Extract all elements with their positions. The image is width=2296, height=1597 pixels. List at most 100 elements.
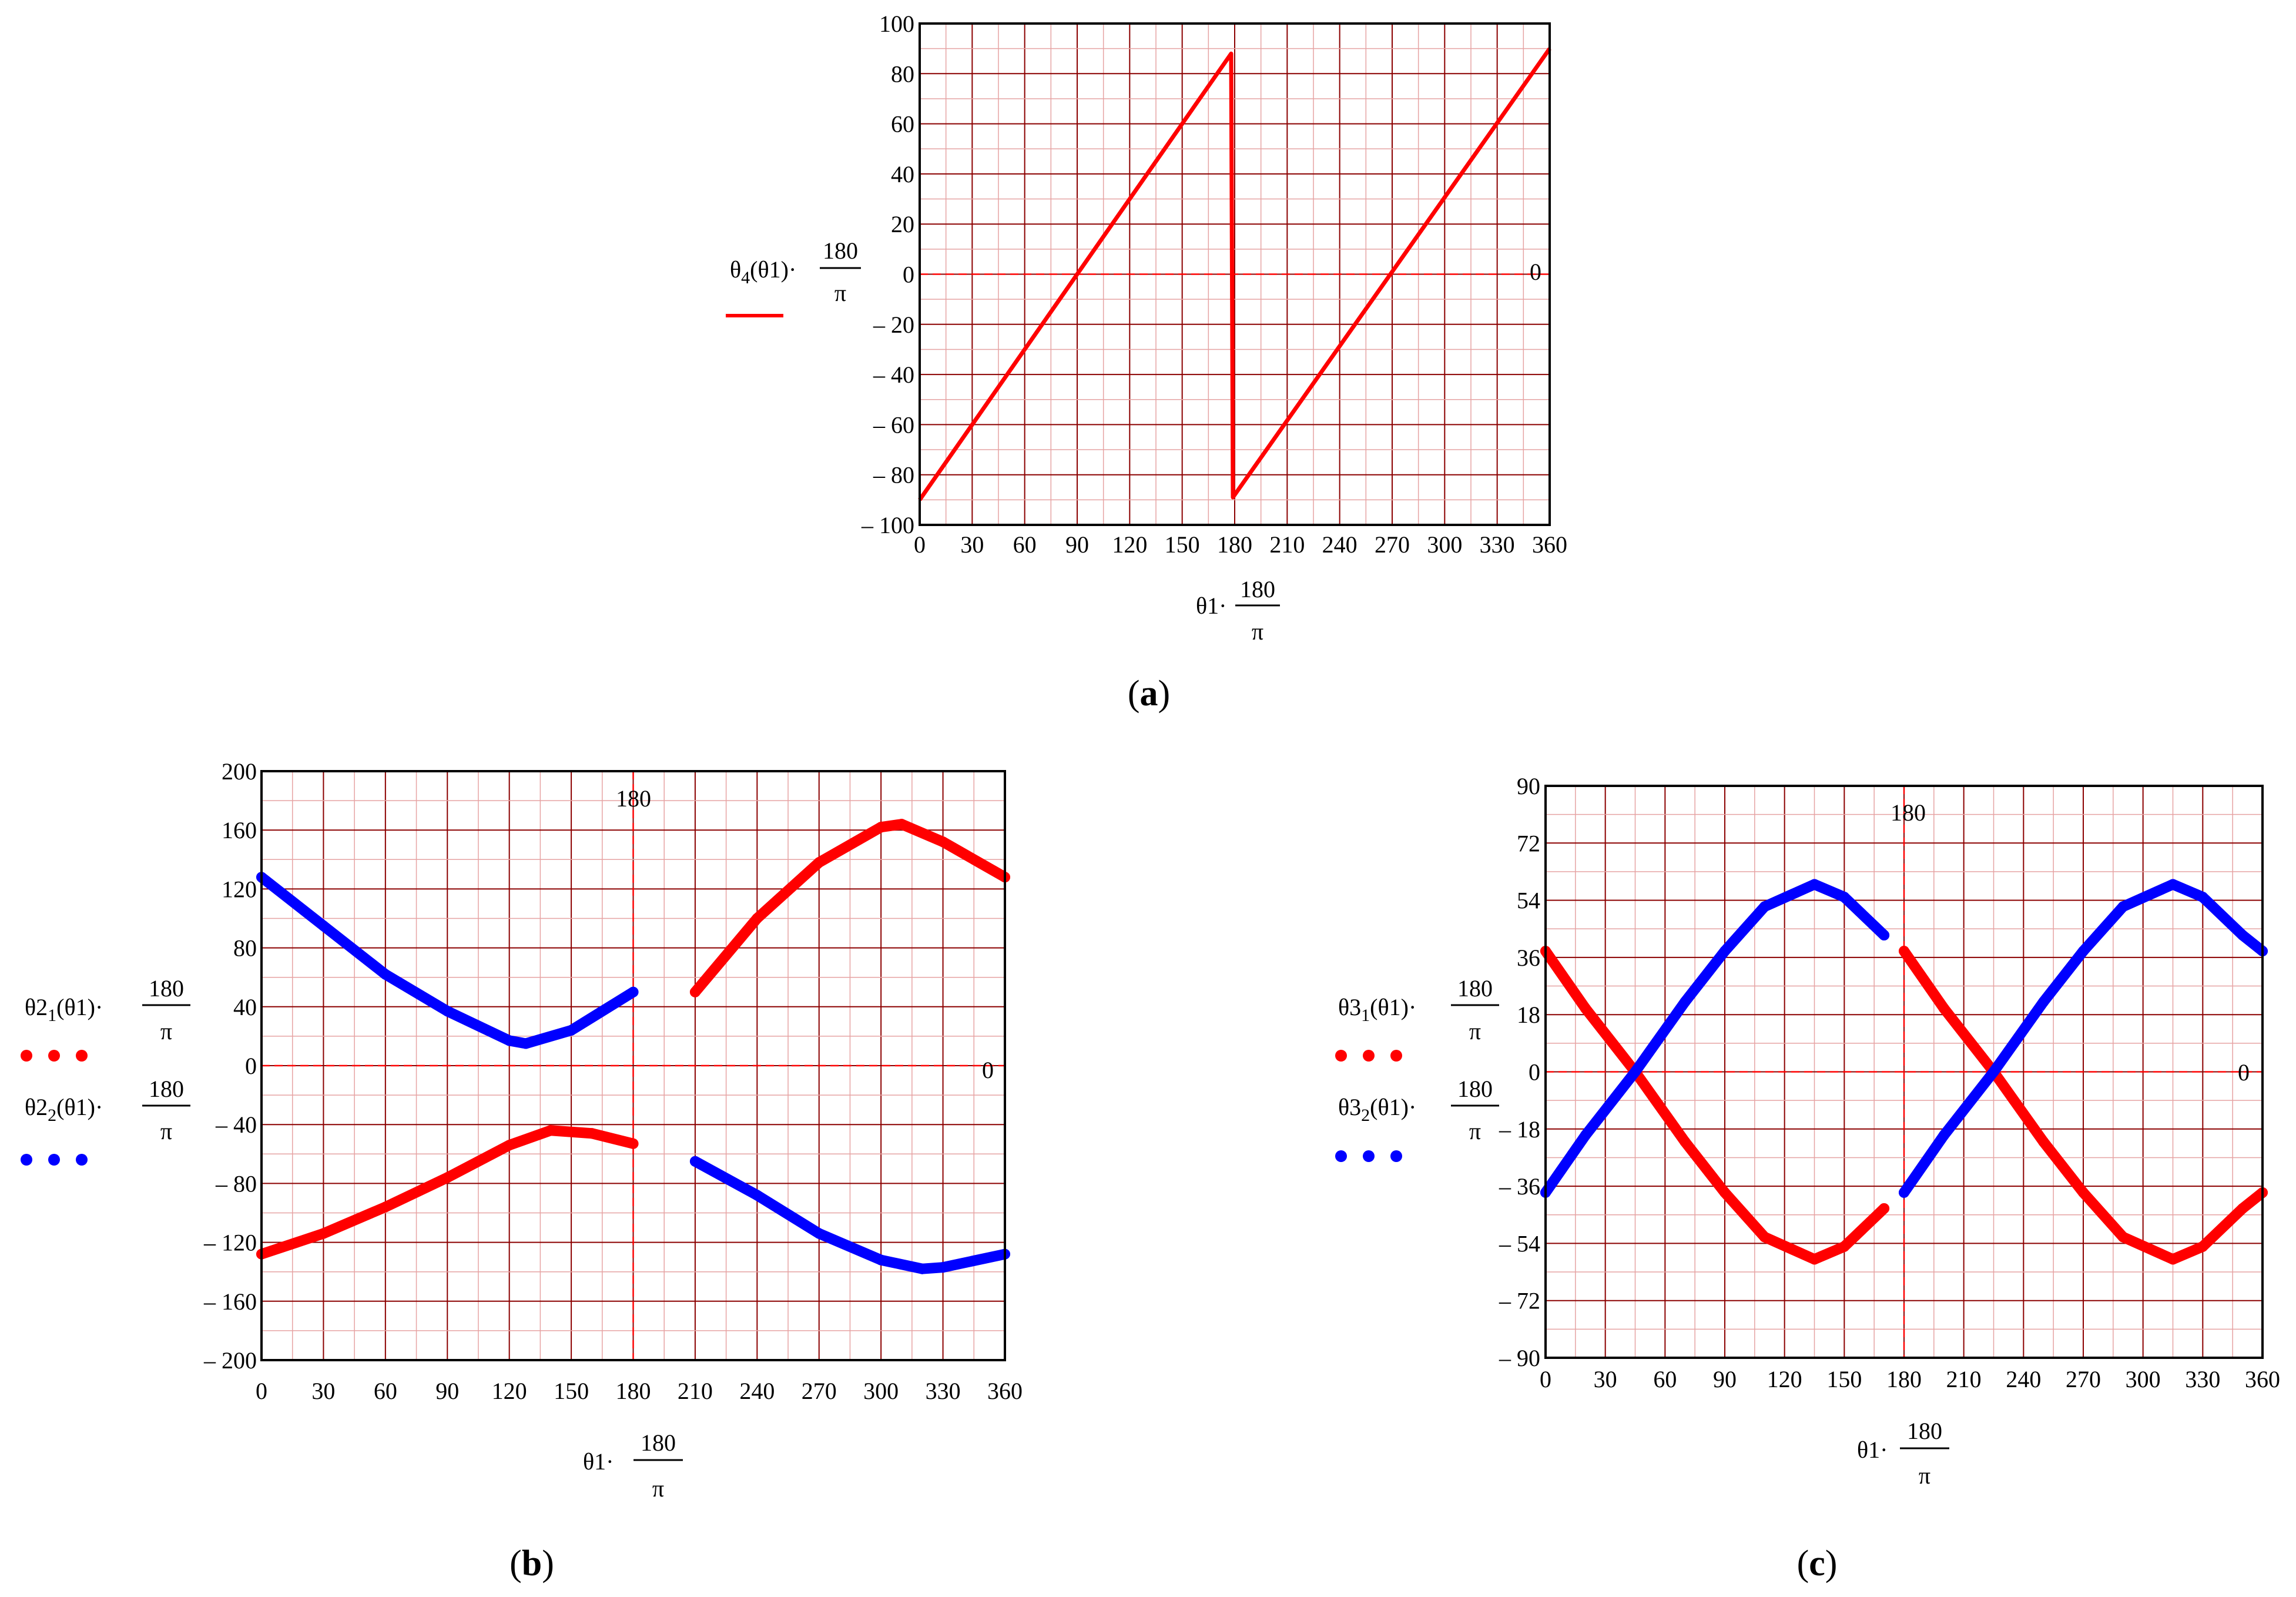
panel-c-ylabel2-arg: (θ1)· bbox=[1370, 1094, 1416, 1120]
panel-b-series-1-segment bbox=[318, 1201, 391, 1239]
panel-b-caption: (b) bbox=[510, 1544, 554, 1583]
svg-text:θ4(θ1)·: θ4(θ1)· bbox=[730, 256, 796, 287]
panel-c-series-1-segment bbox=[1630, 1066, 1691, 1147]
panel-b-x-tick-label: 30 bbox=[311, 1378, 335, 1404]
panel-c-series-2-segment bbox=[1720, 901, 1770, 957]
panel-a-series bbox=[918, 47, 1551, 501]
panel-c-series-2-segment bbox=[1630, 996, 1691, 1077]
panel-c-series-1-segment bbox=[2078, 1187, 2129, 1243]
panel-c-y-tick-label: 0 bbox=[1529, 1059, 1540, 1086]
panel-b-ylabel2-num: 180 bbox=[149, 1076, 184, 1102]
panel-c-legend-swatch-1 bbox=[1335, 1050, 1402, 1062]
panel-c-x-tick-label: 150 bbox=[1826, 1366, 1862, 1392]
panel-b-series-1-segment bbox=[256, 1228, 329, 1260]
panel-b-series-1-point bbox=[937, 836, 948, 848]
panel-c-series-1-point bbox=[2197, 1241, 2208, 1252]
panel-c-series-2-segment bbox=[2078, 901, 2129, 957]
panel-b-series-2-segment bbox=[566, 986, 639, 1036]
panel-c-x-tick-label: 300 bbox=[2126, 1366, 2161, 1392]
panel-a-y-tick-label: 0 bbox=[903, 262, 914, 288]
panel-c-series-2-point bbox=[1809, 879, 1820, 890]
panel-c-series-1-segment bbox=[2167, 1241, 2208, 1265]
panel-c-ylabel1-arg: (θ1)· bbox=[1370, 994, 1416, 1020]
panel-b-series-1-segment bbox=[813, 822, 887, 868]
panel-a-series-1-line bbox=[918, 47, 1551, 501]
panel-c-legend-swatch-2 bbox=[1335, 1150, 1402, 1162]
panel-b-series-1-segment bbox=[504, 1125, 556, 1151]
panel-a-x-tick-label: 30 bbox=[960, 531, 984, 558]
panel-b-series-2-point bbox=[520, 1038, 531, 1049]
panel-b-series-1-segment bbox=[896, 819, 948, 848]
panel-b-series-1-segment bbox=[442, 1140, 515, 1183]
panel-c-series-1-segment bbox=[1899, 946, 1949, 1014]
panel-b-series-2-point bbox=[917, 1263, 928, 1274]
panel-c-series-1-point bbox=[1759, 1231, 1770, 1243]
panel-c-series-1-segment bbox=[1580, 1003, 1641, 1077]
panel-b-series-1-point bbox=[380, 1201, 391, 1213]
panel-b-x-axis-label: θ1· 180 π bbox=[583, 1429, 683, 1502]
panel-b-series-2-point bbox=[937, 1262, 948, 1273]
panel-b: 0 30 60 90 120 150 180 210 240 270 300 330 360 20016… bbox=[21, 758, 1023, 1583]
panel-b-x-tick-label: 240 bbox=[739, 1378, 775, 1404]
panel-b-series-2-point bbox=[318, 920, 329, 932]
panel-c-y-tick-label: – 90 bbox=[1499, 1345, 1540, 1371]
panel-a-y-tick-label: 100 bbox=[879, 11, 914, 37]
panel-b-series-1-point bbox=[752, 913, 763, 924]
panel-b-y-tick-label: – 120 bbox=[203, 1230, 257, 1256]
panel-c-series bbox=[1540, 879, 2268, 1265]
panel-b-series-2-segment bbox=[752, 1190, 824, 1239]
panel-b-ylabel1-sub: 1 bbox=[48, 1006, 56, 1025]
panel-b-x-tick-label: 90 bbox=[435, 1378, 459, 1404]
panel-b-series-1-point bbox=[689, 986, 700, 997]
panel-a-y-tick-label: – 40 bbox=[873, 361, 914, 388]
panel-b-series-1-segment bbox=[937, 836, 1010, 883]
panel-c-series-1-segment bbox=[1988, 1066, 2049, 1147]
panel-a-x-ticks: 0 30 60 90 120 150 180 210 240 270 300 330 360 bbox=[914, 531, 1567, 558]
panel-b-series-2-point bbox=[442, 1006, 453, 1017]
panel-b-series-2-point bbox=[752, 1190, 763, 1201]
panel-b-y-tick-label: 200 bbox=[222, 758, 257, 785]
panel-b-x-ticks: 0 30 60 90 120 150 180 210 240 270 300 330 360 bbox=[256, 1378, 1023, 1404]
panel-b-series-1-segment bbox=[380, 1172, 453, 1213]
panel-c-x-tick-label: 360 bbox=[2245, 1366, 2280, 1392]
panel-b-y-tick-label: – 80 bbox=[215, 1170, 257, 1197]
panel-b-ylabel2-den: π bbox=[160, 1118, 172, 1144]
panel-c-series-2-point bbox=[1630, 1066, 1641, 1077]
panel-c-series-2-point bbox=[1720, 946, 1730, 957]
panel-c-series-2-segment bbox=[1938, 1066, 1999, 1141]
panel-a-xlabel-num: 180 bbox=[1240, 576, 1275, 602]
panel-a-x-tick-label: 90 bbox=[1065, 531, 1089, 558]
panel-c-series-1-segment bbox=[1680, 1136, 1730, 1198]
panel-a-y-tick-label: – 60 bbox=[873, 411, 914, 438]
panel-c-series-1-segment bbox=[2038, 1136, 2089, 1198]
panel-c-series-1-segment bbox=[2197, 1203, 2248, 1252]
panel-b-y-tick-label: 0 bbox=[245, 1053, 257, 1079]
panel-c-x-ticks: 0 30 60 90 120 150 180 210 240 270 300 330 360 bbox=[1540, 1366, 2280, 1392]
panel-a-x-tick-label: 150 bbox=[1165, 531, 1200, 558]
panel-c-ylabel2-den: π bbox=[1469, 1118, 1481, 1144]
svg-text:θ31(θ1)·: θ31(θ1)· bbox=[1338, 994, 1416, 1025]
panel-b-y-tick-label: 160 bbox=[222, 817, 257, 843]
panel-b-x-tick-label: 210 bbox=[678, 1378, 713, 1404]
panel-c-y-tick-label: – 72 bbox=[1499, 1288, 1540, 1314]
panel-b-y-ticks: 200 160 120 80 40 0 – 40 – 80 – 120 – 160 – 200 bbox=[203, 758, 257, 1374]
panel-b-series-1-segment bbox=[545, 1125, 598, 1139]
panel-b-x-tick-label: 0 bbox=[256, 1378, 267, 1404]
panel-a-y-axis-label: θ4(θ1)· 180 π bbox=[726, 237, 861, 317]
panel-c-series-1-segment bbox=[1720, 1187, 1770, 1243]
panel-b-plot-frame bbox=[260, 770, 1006, 1361]
panel-c-y-tick-label: – 18 bbox=[1499, 1116, 1540, 1143]
panel-c-series-1-point bbox=[1899, 946, 1909, 957]
panel-b-x-tick-label: 300 bbox=[863, 1378, 899, 1404]
panel-c-series-2-point bbox=[1879, 930, 1890, 941]
panel-c-series-2-segment bbox=[1988, 996, 2049, 1077]
panel-b-series-2-point bbox=[689, 1156, 700, 1167]
panel-c-x-tick-label: 180 bbox=[1886, 1366, 1922, 1392]
panel-b-hline-value: 0 bbox=[982, 1057, 994, 1083]
panel-a-xlabel-den: π bbox=[1252, 618, 1263, 645]
panel-c-y-axis-label-2: θ32(θ1)· 180 π bbox=[1335, 1076, 1499, 1162]
panel-b-series-2-segment bbox=[256, 872, 329, 932]
panel-a-hline-value: 0 bbox=[1530, 259, 1541, 285]
panel-a-y-tick-label: – 100 bbox=[861, 512, 914, 538]
panel-b-x-tick-label: 180 bbox=[616, 1378, 651, 1404]
